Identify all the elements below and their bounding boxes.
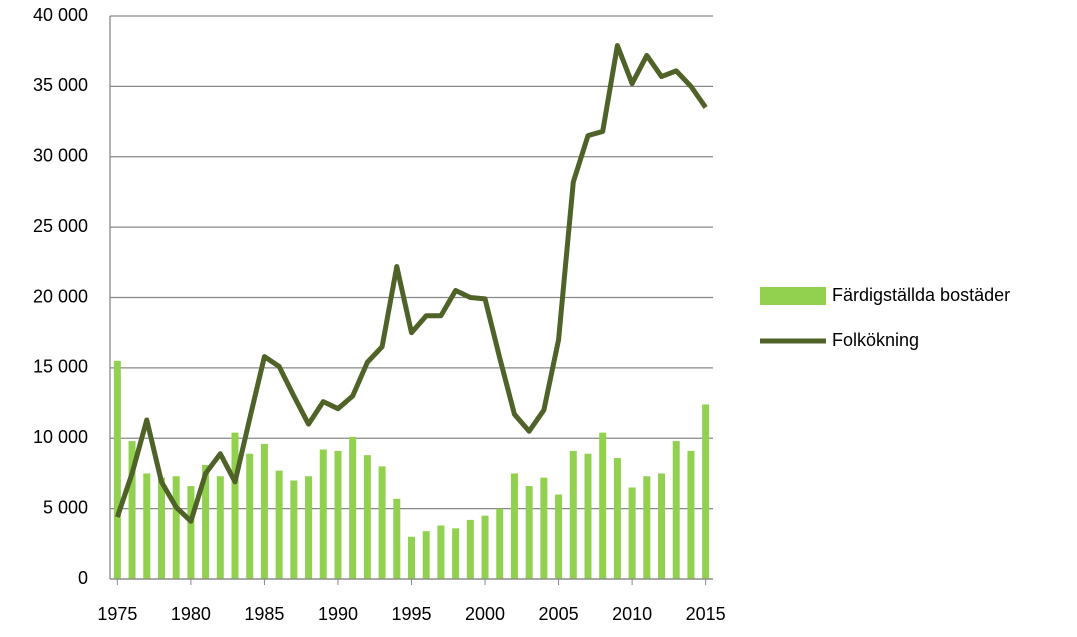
bar xyxy=(334,450,342,579)
y-tick-label: 25 000 xyxy=(33,216,88,236)
x-tick-label: 2015 xyxy=(686,604,726,624)
y-tick-label: 0 xyxy=(78,568,88,588)
bar xyxy=(143,473,151,579)
bar xyxy=(702,404,710,579)
bar xyxy=(687,450,695,579)
bar xyxy=(231,432,239,579)
bar xyxy=(422,531,430,579)
x-tick-label: 1995 xyxy=(391,604,431,624)
bar xyxy=(113,360,121,579)
x-tick-label: 1990 xyxy=(318,604,358,624)
bar xyxy=(275,470,283,579)
bar xyxy=(216,476,224,579)
bar xyxy=(584,453,592,579)
bar xyxy=(466,519,474,579)
y-tick-label: 5 000 xyxy=(43,497,88,517)
bar xyxy=(628,487,636,579)
bar xyxy=(157,477,165,579)
bar xyxy=(525,486,533,579)
y-tick-label: 35 000 xyxy=(33,75,88,95)
legend-label: Folkökning xyxy=(832,330,919,350)
bar xyxy=(569,450,577,579)
bar xyxy=(319,449,327,579)
bar xyxy=(658,473,666,579)
y-tick-label: 30 000 xyxy=(33,146,88,166)
y-tick-label: 20 000 xyxy=(33,286,88,306)
bar xyxy=(672,441,680,579)
y-tick-label: 10 000 xyxy=(33,427,88,447)
bar xyxy=(540,477,548,579)
bar xyxy=(408,536,415,579)
bar xyxy=(305,476,313,579)
bar xyxy=(128,441,136,579)
bar xyxy=(481,515,489,579)
bar xyxy=(378,466,386,579)
y-tick-label: 15 000 xyxy=(33,357,88,377)
bar xyxy=(202,464,210,579)
legend-label: Färdigställda bostäder xyxy=(832,285,1010,305)
bar xyxy=(290,480,298,579)
bar xyxy=(260,443,268,579)
line xyxy=(114,43,708,524)
legend-swatch xyxy=(760,287,826,305)
bar xyxy=(363,455,371,579)
bar xyxy=(496,508,504,579)
bar xyxy=(452,528,460,579)
bar xyxy=(613,457,621,579)
x-tick-label: 1975 xyxy=(97,604,137,624)
bar xyxy=(172,476,180,579)
bar xyxy=(599,432,607,579)
bar xyxy=(510,473,518,579)
bar xyxy=(437,525,445,579)
bar xyxy=(246,453,254,579)
x-tick-label: 2000 xyxy=(465,604,505,624)
x-tick-label: 2005 xyxy=(539,604,579,624)
x-tick-label: 1980 xyxy=(171,604,211,624)
bar xyxy=(643,476,651,579)
bar xyxy=(555,494,563,579)
y-tick-label: 40 000 xyxy=(33,5,88,25)
x-tick-label: 2010 xyxy=(612,604,652,624)
bar xyxy=(349,436,357,579)
bar xyxy=(393,498,401,579)
x-tick-label: 1985 xyxy=(244,604,284,624)
bar xyxy=(187,486,195,579)
